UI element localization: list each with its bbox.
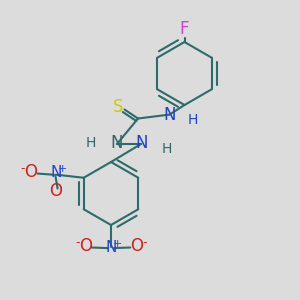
Text: -: - [75, 236, 80, 249]
Text: +: + [57, 164, 67, 174]
Text: F: F [180, 20, 189, 38]
Text: O: O [24, 163, 38, 181]
Text: O: O [79, 237, 92, 255]
Text: -: - [21, 162, 26, 175]
Text: N: N [135, 134, 148, 152]
Text: O: O [130, 237, 143, 255]
Text: H: H [188, 113, 198, 127]
Text: N: N [111, 134, 123, 152]
Text: +: + [112, 239, 122, 249]
Text: H: H [85, 136, 96, 150]
Text: N: N [105, 240, 117, 255]
Text: O: O [50, 182, 63, 200]
Text: -: - [142, 236, 147, 249]
Text: N: N [50, 165, 62, 180]
Text: H: H [162, 142, 172, 156]
Text: N: N [163, 106, 176, 124]
Text: S: S [113, 98, 123, 116]
